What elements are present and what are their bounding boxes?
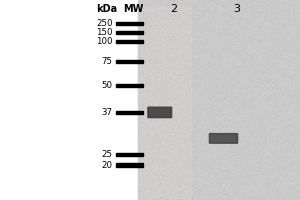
Text: 75: 75: [101, 57, 112, 66]
Bar: [138, 6, 190, 198]
Text: kDa: kDa: [96, 4, 117, 14]
Bar: [0, 0, 138, 200]
Text: 3: 3: [233, 4, 241, 14]
Bar: [116, 60, 142, 63]
Bar: [116, 31, 142, 34]
Text: 50: 50: [101, 81, 112, 90]
Bar: [138, 0, 300, 200]
Text: 250: 250: [96, 19, 112, 28]
FancyBboxPatch shape: [209, 134, 238, 143]
Text: 37: 37: [101, 108, 112, 117]
Text: 20: 20: [101, 160, 112, 170]
Bar: [116, 111, 142, 114]
Bar: [116, 84, 142, 87]
Bar: [116, 40, 142, 43]
Text: MW: MW: [123, 4, 144, 14]
Text: 25: 25: [101, 150, 112, 159]
Bar: [116, 153, 142, 156]
Text: 150: 150: [96, 28, 112, 37]
Bar: [116, 163, 142, 167]
Bar: [116, 22, 142, 25]
Text: 100: 100: [96, 37, 112, 46]
FancyBboxPatch shape: [148, 107, 172, 118]
Text: 2: 2: [170, 4, 178, 14]
